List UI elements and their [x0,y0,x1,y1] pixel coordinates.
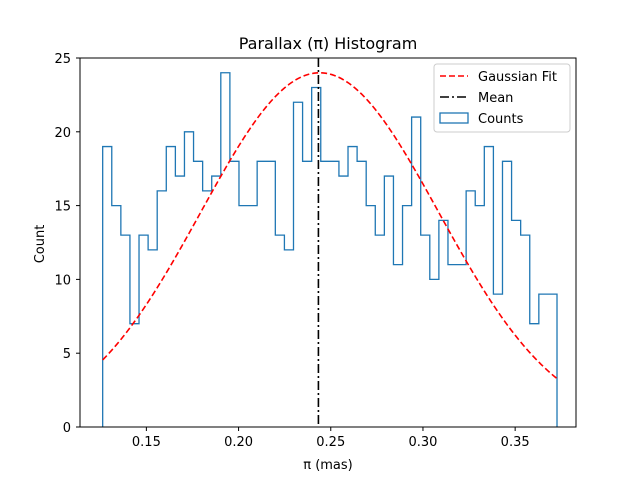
axes-frame [79,57,577,428]
legend-swatch-counts [439,112,469,124]
x-tick-label: 0.15 [132,435,161,450]
x-tick-label: 0.30 [408,435,437,450]
plot-area [79,57,577,428]
y-tick-label: 0 [63,421,71,436]
x-tick-label: 0.25 [316,435,345,450]
y-axis-label: Count [33,225,48,264]
legend-label: Counts [478,112,524,127]
legend-label: Mean [478,91,513,106]
legend-item: Mean [440,91,513,106]
y-axis: 0 5 10 15 20 25 [54,52,80,436]
x-axis-label: π (mas) [303,458,353,473]
legend-item: Gaussian Fit [440,70,557,85]
x-tick-label: 0.20 [224,435,253,450]
chart-title: Parallax (π) Histogram [239,34,418,53]
y-tick-label: 20 [54,126,71,141]
y-tick-label: 15 [54,200,71,215]
legend-label: Gaussian Fit [478,70,557,85]
legend-item: Counts [439,112,524,127]
y-tick-label: 10 [54,273,71,288]
y-tick-label: 25 [54,52,71,67]
x-axis: 0.15 0.20 0.25 0.30 0.35 [132,427,530,450]
y-tick-label: 5 [63,347,71,362]
legend: Gaussian Fit Mean Counts [433,63,571,133]
histogram-step [102,72,558,427]
gaussian-fit-line [102,71,558,380]
x-tick-label: 0.35 [501,435,530,450]
